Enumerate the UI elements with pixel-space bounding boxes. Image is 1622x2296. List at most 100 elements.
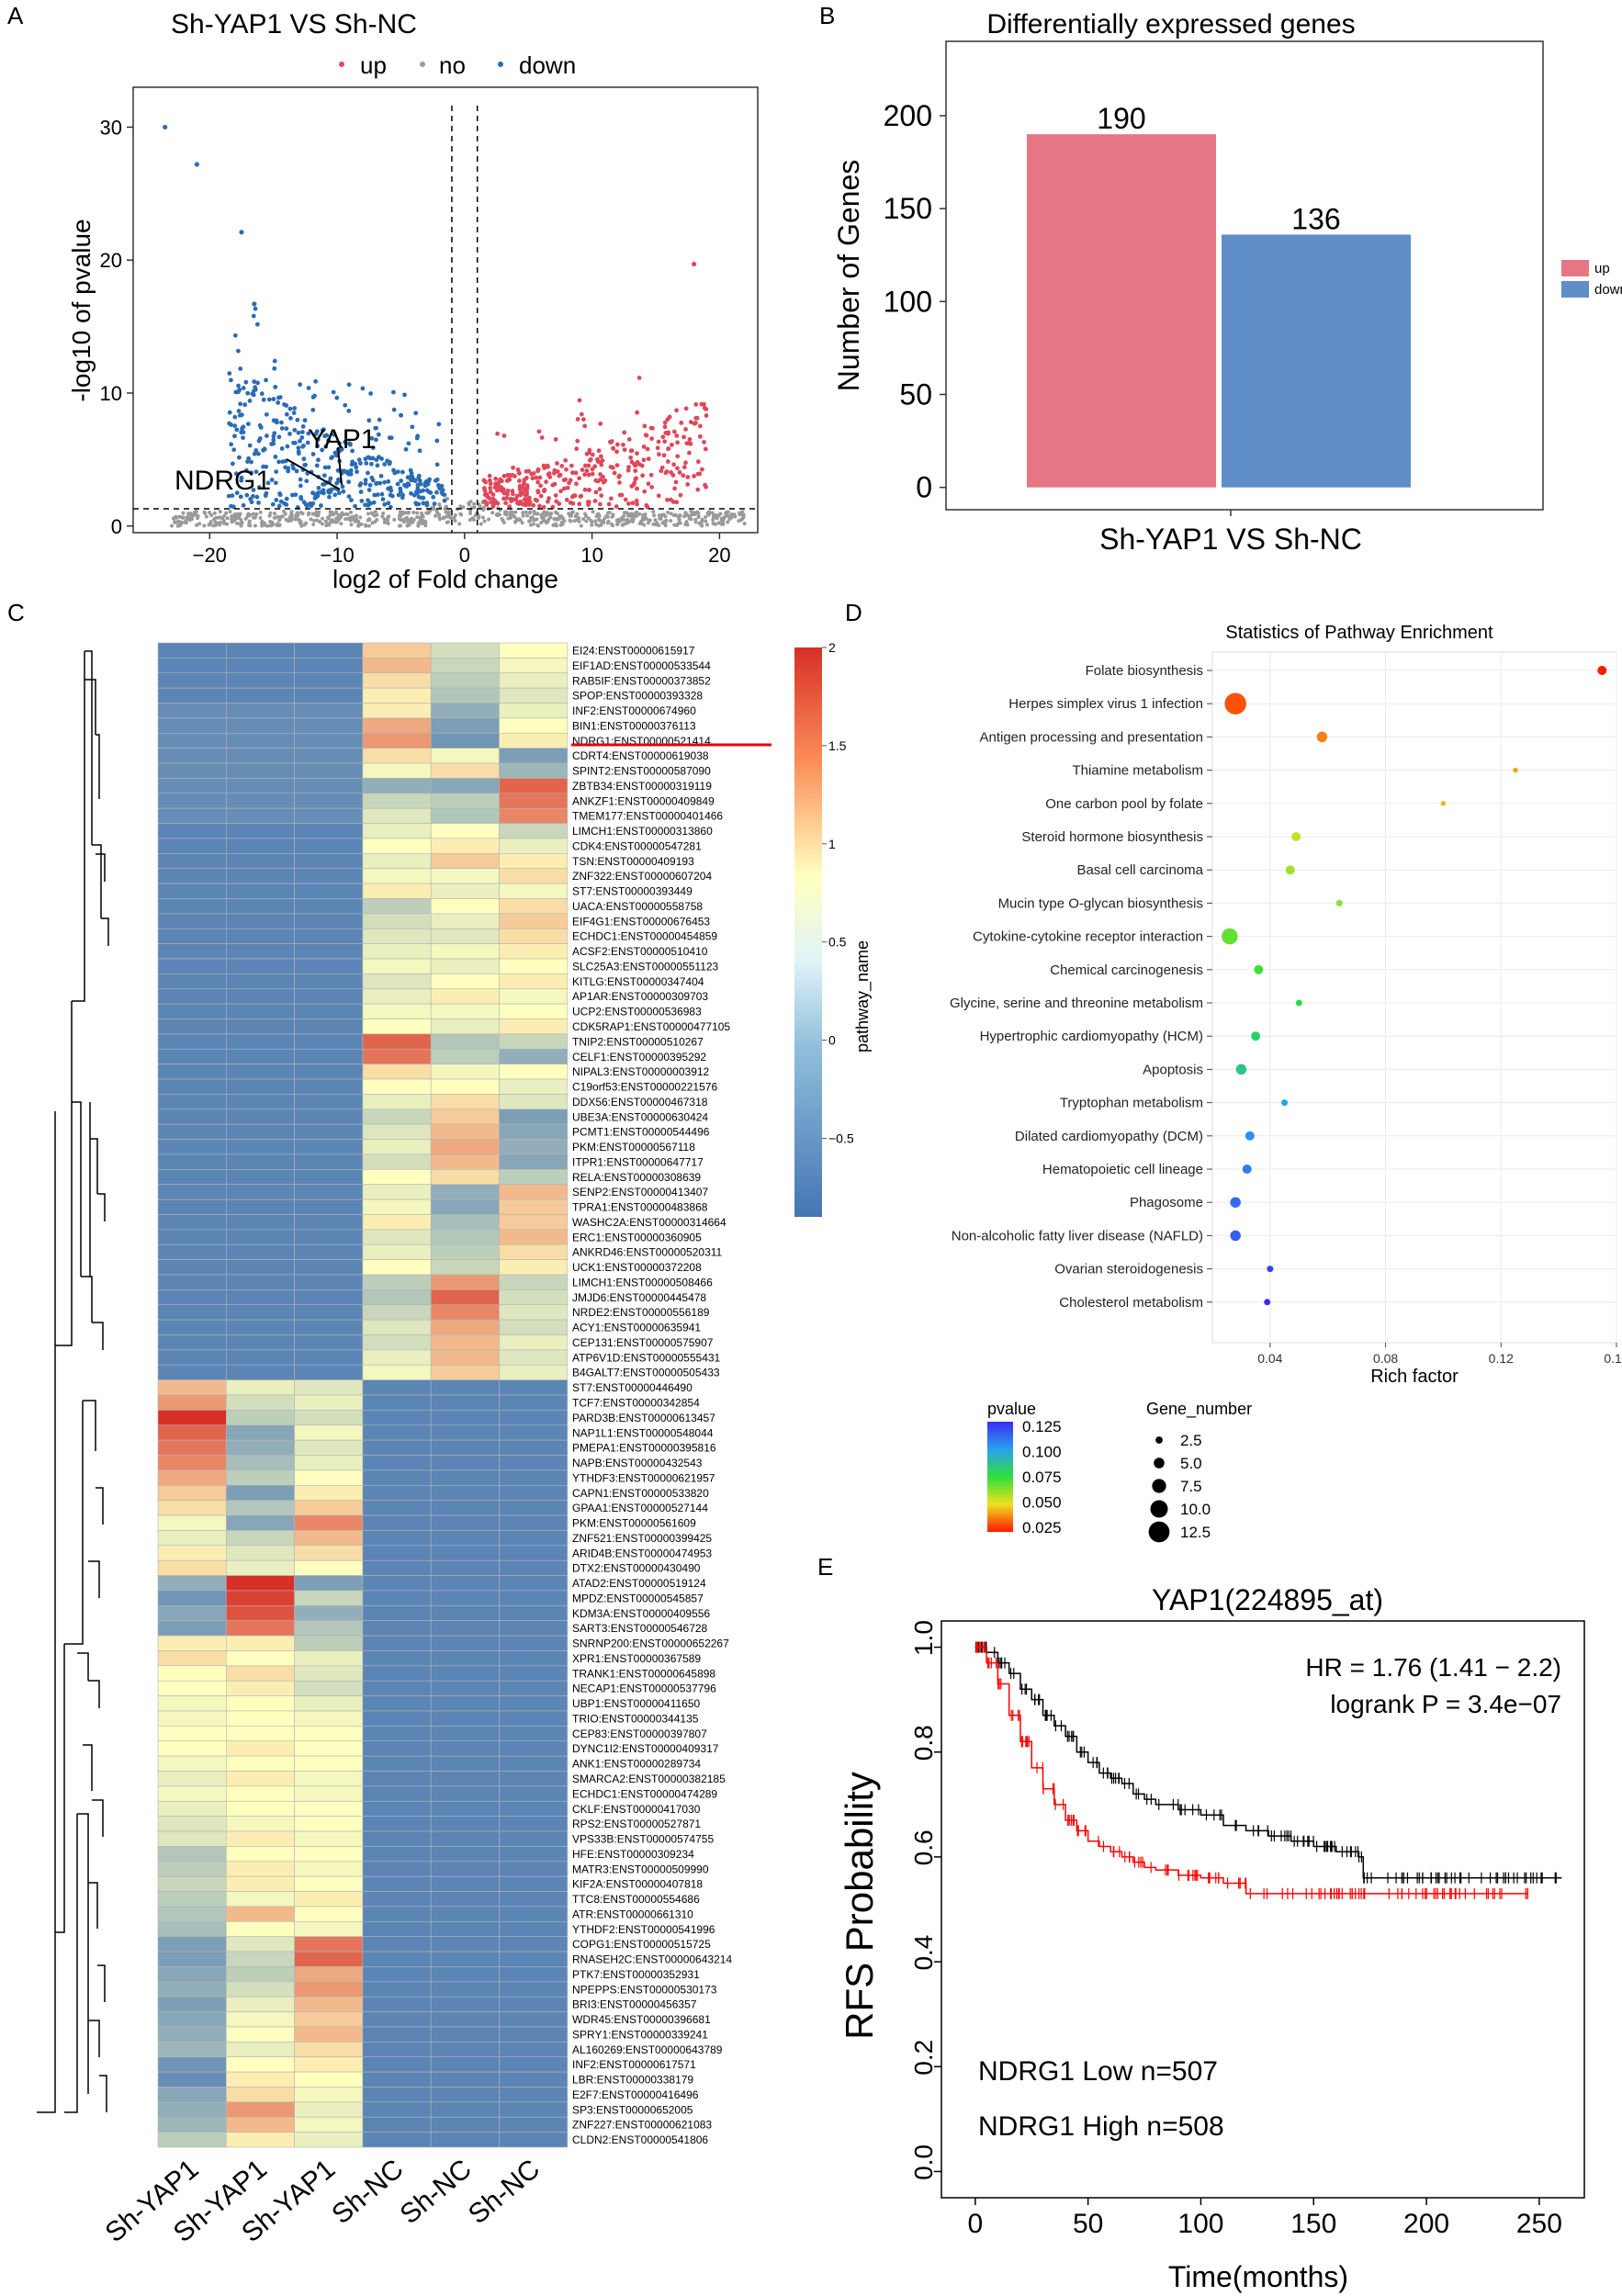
heatmap-cell (226, 1996, 295, 2012)
volcano-point-down (292, 427, 298, 433)
km-xlabel: Time(months) (1168, 2260, 1348, 2293)
heatmap-cell (499, 1575, 569, 1592)
heatmap-cell (362, 1891, 432, 1908)
heatmap-cell (499, 2116, 569, 2133)
volcano-point-no (684, 512, 689, 517)
heatmap-cell (157, 1846, 227, 1863)
volcano-point-up (538, 493, 544, 499)
volcano-point-up (659, 468, 664, 474)
heatmap-cell (362, 1364, 432, 1380)
volcano-point-up (665, 459, 670, 464)
pathway-label: Thiamine metabolism (1072, 763, 1203, 779)
heatmap-row-label: RNASEH2C:ENST00000643214 (572, 1953, 732, 1966)
heatmap-cell (294, 1966, 364, 1983)
volcano-point-no (591, 510, 595, 514)
heatmap-cell (226, 853, 295, 870)
heatmap-cell (157, 1169, 227, 1185)
volcano-point-down (249, 459, 253, 465)
volcano-point-down (272, 358, 277, 364)
heatmap-cell (294, 1500, 364, 1516)
heatmap-row-label: RPS2:ENST00000527871 (572, 1818, 701, 1830)
heatmap-cell (294, 793, 364, 809)
volcano-point-up (575, 438, 580, 444)
volcano-point-down (252, 451, 257, 456)
volcano-point-up (666, 446, 671, 451)
volcano-point-down (421, 495, 426, 501)
km-ylabel: RFS Probability (838, 1772, 881, 2040)
volcano-point-no (312, 518, 317, 523)
heatmap-cell (294, 1816, 364, 1832)
volcano-point-down (256, 485, 262, 490)
volcano-point-down (370, 445, 376, 450)
heatmap-cell (157, 974, 227, 990)
volcano-point-no (326, 516, 331, 521)
pathway-label: Apoptosis (1143, 1062, 1203, 1077)
heatmap-cell (226, 1650, 295, 1667)
volcano-point-no (453, 519, 457, 523)
heatmap-row-label: SART3:ENST00000546728 (572, 1622, 708, 1635)
heatmap-row-label: YTHDF3:ENST00000621957 (572, 1471, 715, 1484)
km-y-tick-label: 0.4 (909, 1935, 938, 1971)
volcano-point-no (509, 510, 513, 514)
volcano-point-no (719, 516, 724, 521)
volcano-point-up (535, 498, 540, 503)
heatmap-row-label: YTHDF2:ENST00000541996 (572, 1923, 715, 1936)
volcano-point-down (421, 501, 426, 506)
heatmap-cell (362, 1981, 432, 1998)
volcano-ylabel: -log10 of pvalue (67, 219, 96, 401)
volcano-point-no (415, 511, 420, 515)
pathway-dots (1222, 666, 1607, 1306)
heatmap-row-label: SLC25A3:ENST00000551123 (572, 960, 719, 973)
volcano-point-up (642, 423, 648, 429)
volcano-point-down (346, 408, 352, 413)
volcano-point-down (377, 417, 382, 422)
km-y-tick-label: 0.6 (909, 1829, 938, 1865)
volcano-point-down (435, 482, 441, 488)
volcano-point-down (344, 469, 349, 475)
heatmap-cell (294, 1740, 364, 1757)
enrichment-x-tick-label: 0.04 (1257, 1351, 1282, 1366)
heatmap-cell (226, 2132, 295, 2148)
volcano-point-up (629, 448, 635, 454)
heatmap-cell (499, 2011, 569, 2028)
volcano-point-up (515, 467, 521, 472)
heatmap-cell (294, 2056, 364, 2073)
heatmap-cell (430, 2071, 500, 2088)
volcano-point-up (625, 501, 631, 506)
heatmap-cell (226, 1816, 295, 1832)
heatmap-cell (157, 1785, 227, 1802)
heatmap-cell (430, 958, 500, 974)
volcano-point-up (529, 471, 535, 477)
volcano-point-no (478, 504, 482, 509)
heatmap-row-label: CKLF:ENST00000417030 (572, 1803, 701, 1816)
volcano-point-up (646, 456, 651, 462)
heatmap-cell (499, 1244, 569, 1260)
volcano-point-no (570, 510, 575, 514)
volcano-point-down (328, 476, 333, 481)
heatmap-cell (362, 1244, 432, 1260)
volcano-point-no (583, 514, 588, 519)
volcano-point-down (358, 481, 364, 486)
volcano-point-no (637, 512, 642, 516)
heatmap-cell (362, 1064, 432, 1080)
heatmap-cell (157, 687, 227, 703)
heatmap-cell (362, 1951, 432, 1967)
volcano-point-up (531, 502, 536, 508)
volcano-point-up (614, 504, 619, 509)
volcano-point-no (375, 512, 379, 517)
volcano-point-down (295, 417, 300, 422)
volcano-point-no (228, 510, 232, 514)
heatmap-cell (157, 1771, 227, 1787)
heatmap-cell (362, 1334, 432, 1351)
heatmap-cell (294, 823, 364, 839)
volcano-point-up (645, 446, 650, 452)
volcano-point-down (246, 456, 252, 461)
heatmap-cell (157, 717, 227, 734)
volcano-point-down (413, 490, 419, 494)
volcano-point-down (395, 481, 400, 487)
volcano-point-up (606, 501, 612, 507)
heatmap-cell (294, 1710, 364, 1727)
volcano-point-no (740, 510, 745, 514)
heatmap-cell (362, 1123, 432, 1140)
volcano-point-no (524, 510, 528, 514)
